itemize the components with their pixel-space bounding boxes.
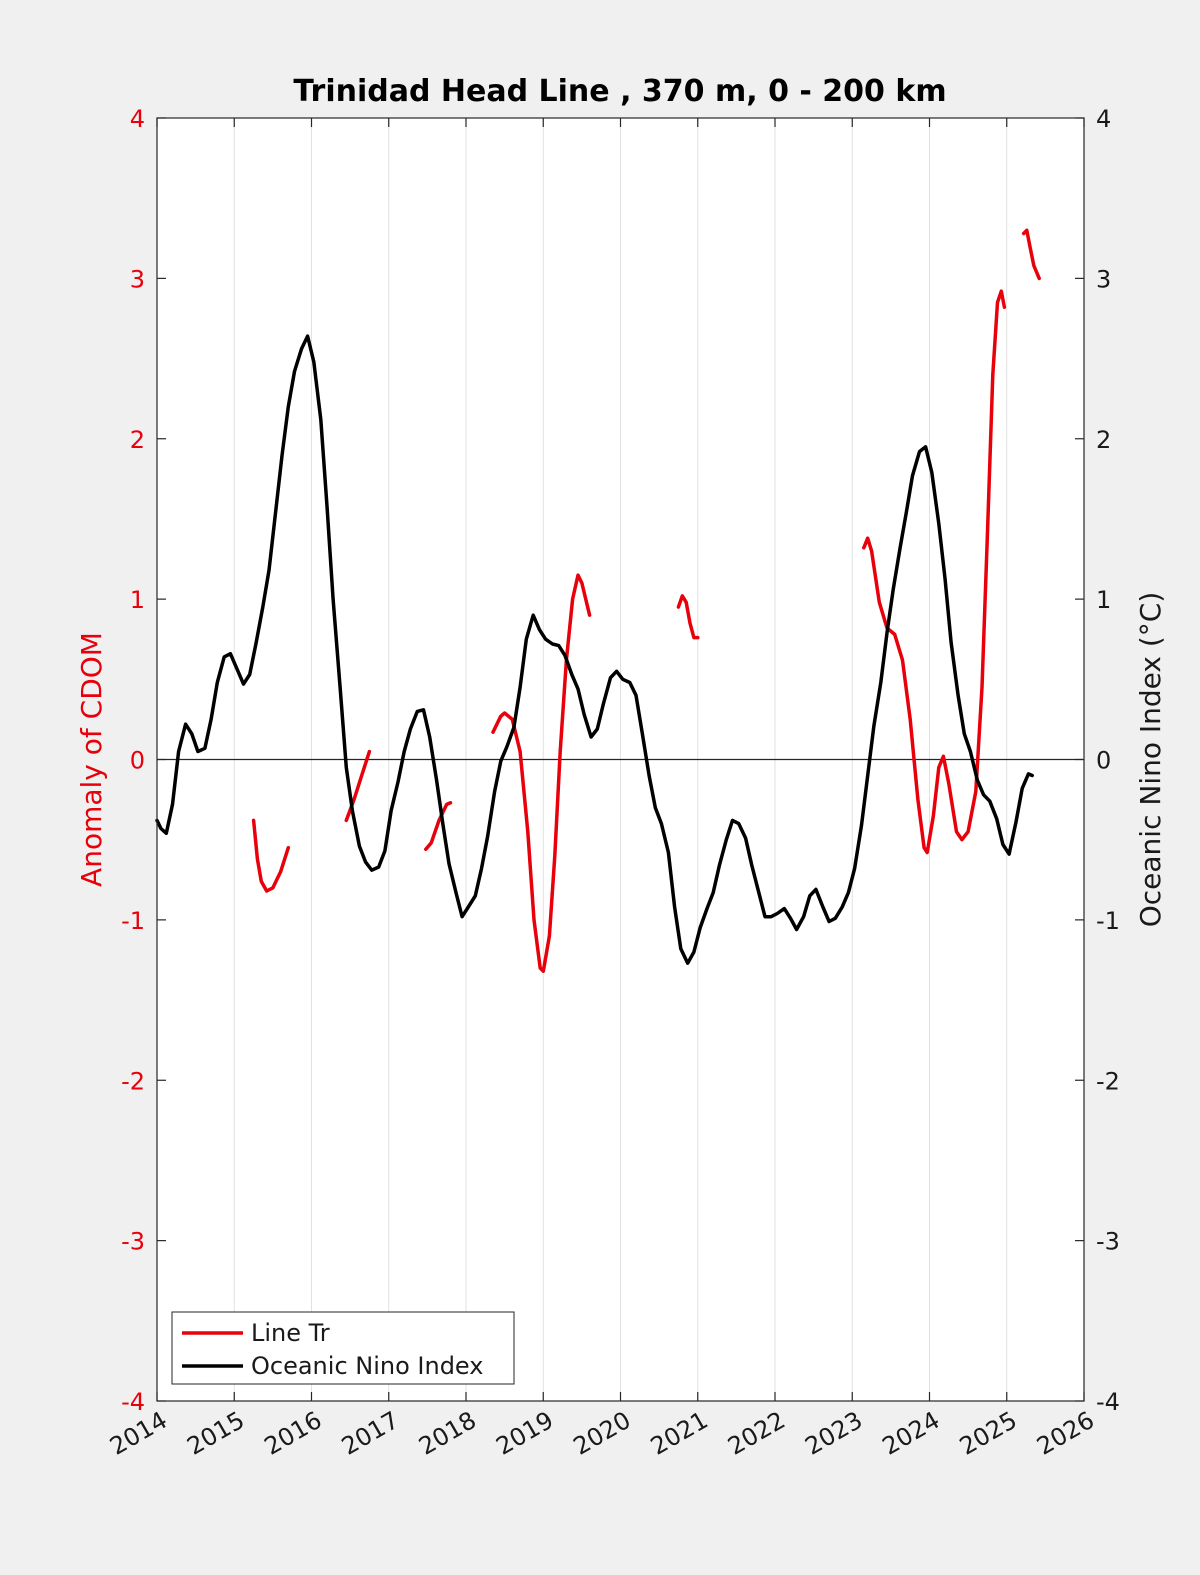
y-right-tick-label: -2	[1096, 1067, 1120, 1095]
chart-title: Trinidad Head Line , 370 m, 0 - 200 km	[293, 74, 946, 109]
y-right-tick-label: 4	[1096, 105, 1111, 133]
y-right-tick-label: -1	[1096, 907, 1120, 935]
y-right-tick-label: 2	[1096, 426, 1111, 454]
x-tick-label: 2026	[1032, 1406, 1099, 1461]
x-tick-label: 2017	[337, 1406, 404, 1461]
y-right-tick-label: -3	[1096, 1228, 1120, 1256]
left-axis: -4 -3 -2 -1 0 1 2 3 4	[121, 105, 166, 1416]
legend-label-line-tr: Line Tr	[251, 1319, 330, 1347]
series-line-tr-segment-2	[424, 801, 453, 852]
y-axis-left-label: Anomaly of CDOM	[75, 632, 108, 887]
y-right-tick-label: -4	[1096, 1388, 1120, 1416]
x-tick-label: 2024	[878, 1406, 945, 1461]
x-tick-label: 2019	[491, 1406, 558, 1461]
x-tick-label: 2025	[955, 1406, 1022, 1461]
x-tick-label: 2015	[182, 1406, 249, 1461]
y-left-tick-label: 4	[130, 105, 145, 133]
y-left-tick-label: 2	[130, 426, 145, 454]
y-right-tick-label: 0	[1096, 747, 1111, 775]
series-line-tr-segment-4	[676, 594, 700, 640]
x-tick-label: 2021	[646, 1406, 713, 1461]
y-left-tick-label: 3	[130, 265, 145, 293]
right-axis: -4 -3 -2 -1 0 1 2 3 4	[1075, 105, 1120, 1416]
legend-box	[171, 1311, 515, 1385]
y-right-tick-label: 3	[1096, 265, 1111, 293]
x-tick-label: 2022	[723, 1406, 790, 1461]
x-tick-label: 2016	[260, 1406, 327, 1461]
series-line-tr-segment-3	[491, 573, 592, 973]
x-tick-label: 2023	[800, 1406, 867, 1461]
series-line-tr-segment-6	[1021, 228, 1041, 281]
series-oceanic-nino-index-segment-0	[155, 334, 1034, 965]
x-tick-label: 2020	[569, 1406, 636, 1461]
y-left-tick-label: -4	[121, 1388, 145, 1416]
y-axis-right-label: Oceanic Nino Index (°C)	[1134, 592, 1167, 928]
y-left-tick-label: -3	[121, 1228, 145, 1256]
legend: Line Tr Oceanic Nino Index	[171, 1311, 515, 1385]
series-line-tr-segment-0	[251, 818, 291, 893]
y-left-tick-label: -2	[121, 1067, 145, 1095]
x-tick-label: 2018	[414, 1406, 481, 1461]
series-layer	[155, 228, 1041, 973]
legend-label-oni: Oceanic Nino Index	[251, 1352, 483, 1380]
y-left-tick-label: 1	[130, 586, 145, 614]
y-right-tick-label: 1	[1096, 586, 1111, 614]
series-line-tr-segment-1	[344, 749, 372, 823]
y-left-tick-label: -1	[121, 907, 145, 935]
y-left-tick-label: 0	[130, 747, 145, 775]
